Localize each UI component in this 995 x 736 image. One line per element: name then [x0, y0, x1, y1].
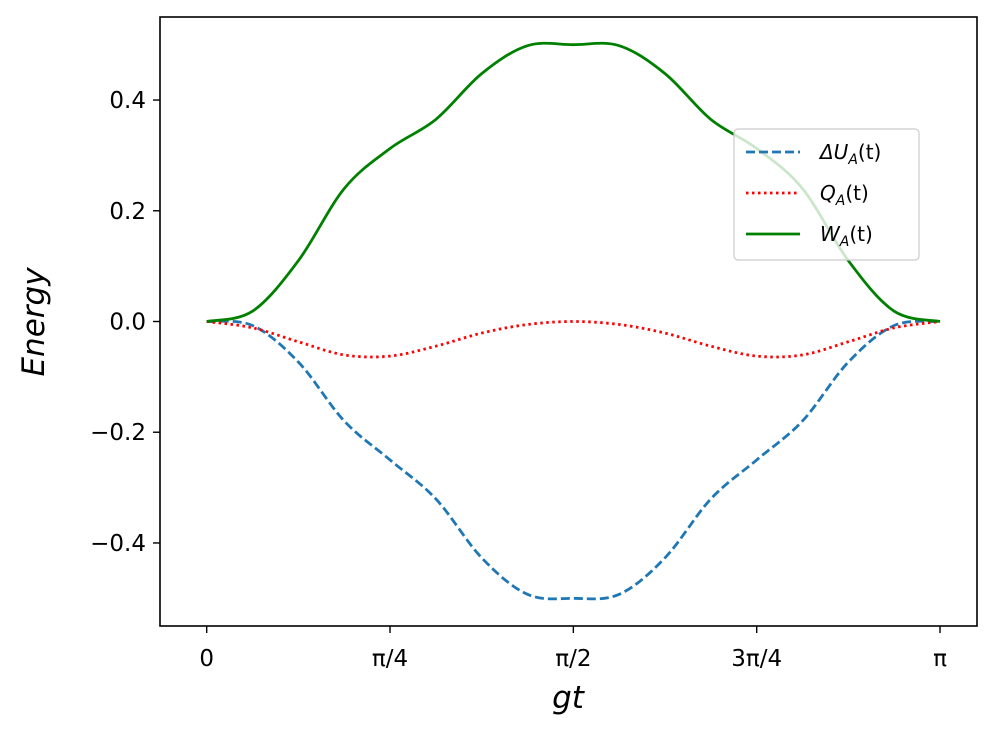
x-tick-label-2: π/2 [555, 646, 591, 672]
x-axis-label: gt [552, 680, 586, 716]
plot-frame [159, 16, 978, 627]
legend-label-2: WA(t) [820, 222, 873, 250]
legend-label-1: QA(t) [820, 181, 869, 209]
y-tick-label-4: −0.4 [90, 531, 146, 557]
y-axis-label: Energy [16, 267, 52, 377]
y-tick-label-1: 0.2 [109, 199, 146, 225]
series-line-1 [206, 320, 941, 359]
legend: ΔUA(t) QA(t) WA(t) [733, 128, 920, 261]
x-tick-label-3: 3π/4 [731, 646, 782, 672]
y-tick-label-0: 0.4 [109, 88, 146, 114]
y-axis-ticks: 0.4 0.2 0.0 −0.2 −0.4 [90, 88, 160, 557]
x-tick-label-1: π/4 [372, 646, 408, 672]
legend-label-0: ΔUA(t) [818, 140, 881, 168]
legend-box [733, 128, 920, 261]
x-tick-label-4: π [933, 646, 947, 672]
y-tick-label-2: 0.0 [109, 310, 146, 336]
y-tick-label-3: −0.2 [90, 420, 146, 446]
series-line-0 [206, 319, 941, 601]
x-axis-ticks: 0 π/4 π/2 3π/4 π [199, 626, 947, 672]
series-layer [206, 41, 941, 601]
x-tick-label-0: 0 [199, 646, 214, 672]
